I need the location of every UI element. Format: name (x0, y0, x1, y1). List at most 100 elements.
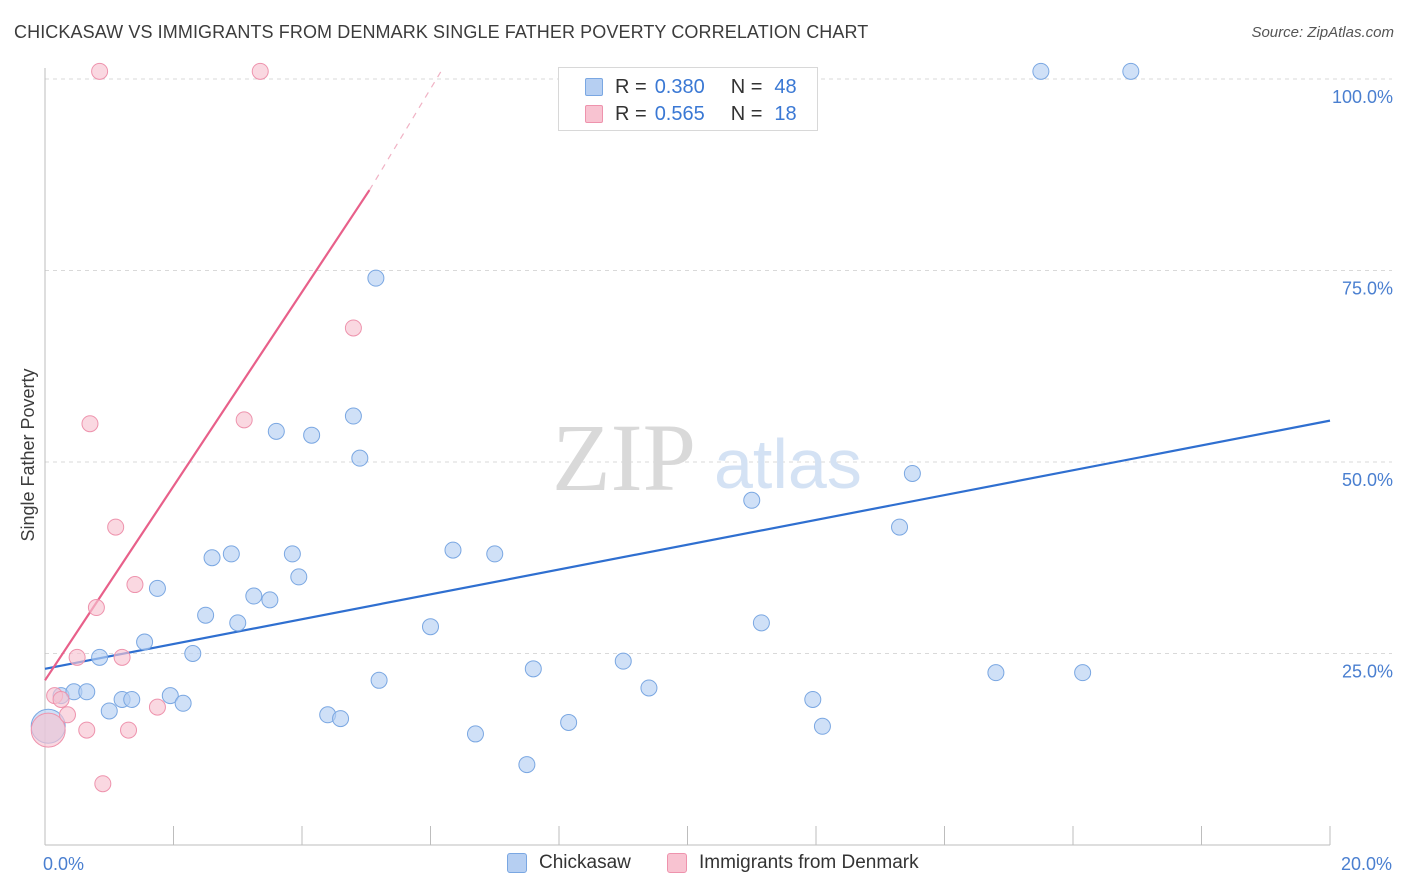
point-chickasaw (123, 690, 141, 708)
trend-lines (44, 67, 1331, 681)
legend-item-chickasaw: Chickasaw (507, 852, 631, 874)
series-legend: Chickasaw Immigrants from Denmark (0, 852, 1406, 876)
point-denmark (30, 712, 66, 748)
point-chickasaw (136, 633, 154, 651)
x-tick-label-min: 0.0% (43, 854, 84, 874)
point-chickasaw (524, 660, 542, 678)
point-chickasaw (203, 549, 221, 567)
point-chickasaw (444, 541, 462, 559)
point-chickasaw (804, 690, 822, 708)
legend-swatch-denmark (585, 105, 603, 123)
point-chickasaw (332, 710, 350, 728)
y-tick-label: 50.0% (1342, 470, 1393, 490)
point-chickasaw (422, 618, 439, 636)
legend-swatch-chickasaw (585, 78, 603, 96)
trend-line-denmark-extrapolated (368, 67, 444, 191)
point-chickasaw (1032, 62, 1050, 80)
legend-n-label: N = (730, 75, 763, 98)
trend-line-chickasaw (44, 419, 1331, 670)
point-chickasaw (752, 614, 770, 632)
point-chickasaw (987, 664, 1005, 682)
point-chickasaw (486, 545, 504, 563)
source-label: Source: ZipAtlas.com (1251, 24, 1394, 41)
legend-row-chickasaw: R = 0.380 N = 48 (585, 75, 797, 99)
chart-title: CHICKASAW VS IMMIGRANTS FROM DENMARK SIN… (14, 22, 869, 42)
data-points (30, 62, 1140, 793)
point-chickasaw (370, 671, 388, 689)
legend-r-label: R = (615, 75, 647, 98)
point-denmark (94, 775, 112, 793)
point-chickasaw (1122, 62, 1140, 80)
legend-n-value: 48 (774, 75, 797, 98)
point-denmark (235, 411, 253, 429)
point-denmark (68, 648, 86, 666)
legend-r-value: 0.565 (654, 102, 705, 125)
point-denmark (58, 706, 76, 724)
point-chickasaw (267, 422, 285, 440)
point-chickasaw (560, 713, 578, 731)
x-tick-label-max: 20.0% (1341, 854, 1392, 874)
legend-r-label: R = (615, 102, 647, 125)
point-chickasaw (466, 725, 484, 743)
point-denmark (81, 415, 99, 433)
point-denmark (251, 62, 269, 80)
point-chickasaw (743, 491, 761, 509)
point-chickasaw (283, 545, 301, 563)
point-denmark (52, 690, 70, 708)
point-chickasaw (367, 269, 385, 287)
point-chickasaw (245, 587, 263, 605)
point-chickasaw (303, 426, 321, 444)
point-denmark (87, 599, 105, 617)
trend-line-denmark (44, 189, 371, 681)
point-denmark (120, 721, 138, 739)
y-tick-label: 25.0% (1342, 662, 1393, 682)
point-chickasaw (640, 679, 658, 697)
point-denmark (113, 648, 131, 666)
legend-label-denmark: Immigrants from Denmark (699, 852, 919, 873)
point-chickasaw (161, 687, 179, 705)
point-chickasaw (261, 591, 279, 609)
legend-swatch-chickasaw (507, 853, 527, 873)
point-chickasaw (100, 702, 118, 720)
point-chickasaw (184, 645, 202, 662)
watermark-zip: ZIP (552, 404, 696, 511)
point-chickasaw (197, 606, 215, 624)
legend-item-denmark: Immigrants from Denmark (667, 852, 919, 874)
y-tick-label: 75.0% (1342, 279, 1393, 299)
point-chickasaw (229, 614, 247, 632)
point-denmark (344, 319, 362, 337)
watermark: ZIP atlas (552, 404, 862, 511)
point-chickasaw (351, 449, 369, 467)
point-chickasaw (1074, 664, 1092, 682)
point-chickasaw (91, 648, 109, 666)
point-denmark (148, 698, 166, 716)
point-chickasaw (891, 518, 909, 536)
point-chickasaw (222, 545, 240, 563)
stats-legend: R = 0.380 N = 48 R = 0.565 N = 18 (558, 67, 818, 131)
point-chickasaw (148, 579, 166, 597)
point-chickasaw (174, 694, 192, 712)
point-denmark (91, 62, 109, 80)
point-chickasaw (614, 652, 632, 670)
legend-swatch-denmark (667, 853, 687, 873)
point-chickasaw (78, 683, 96, 701)
point-chickasaw (344, 407, 362, 425)
legend-row-denmark: R = 0.565 N = 18 (585, 102, 797, 126)
y-tick-label: 100.0% (1332, 87, 1393, 107)
legend-n-value: 18 (774, 102, 797, 125)
y-axis-label: Single Father Poverty (18, 368, 38, 541)
watermark-atlas: atlas (714, 425, 862, 503)
point-chickasaw (813, 717, 831, 735)
point-denmark (126, 576, 144, 594)
point-chickasaw (518, 756, 536, 774)
point-denmark (107, 518, 125, 536)
legend-label-chickasaw: Chickasaw (539, 852, 631, 873)
legend-r-value: 0.380 (654, 75, 705, 98)
point-chickasaw (903, 464, 921, 482)
y-tick-labels: 25.0% 50.0% 75.0% 100.0% (1332, 87, 1393, 682)
legend-n-label: N = (730, 102, 763, 125)
point-denmark (78, 721, 96, 739)
point-chickasaw (290, 568, 308, 586)
gridlines (45, 78, 1392, 654)
